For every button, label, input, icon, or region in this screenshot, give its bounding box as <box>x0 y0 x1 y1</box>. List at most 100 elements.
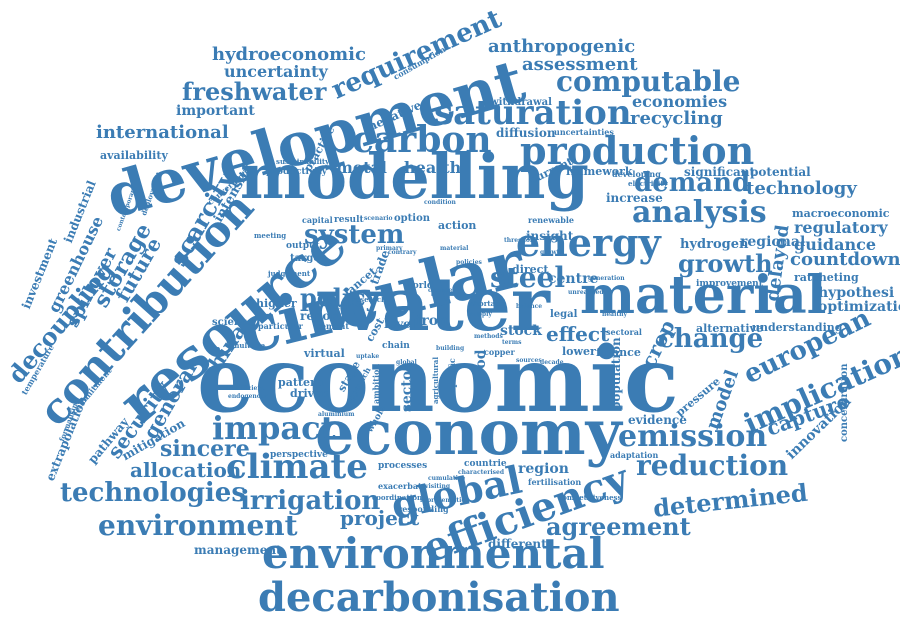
word-growth: growth <box>678 249 773 278</box>
word-decarbonisation: decarbonisation <box>258 574 620 621</box>
word-regional: regional <box>740 234 806 250</box>
word-coordination: coordination <box>372 493 423 502</box>
word-emission: emission <box>618 419 768 454</box>
word-macroeconomic: macroeconomic <box>792 207 890 220</box>
word-policies: policies <box>456 259 482 266</box>
word-pattern: pattern <box>278 376 324 389</box>
word-energy: energy <box>516 220 661 265</box>
word-change: change <box>658 324 764 354</box>
word-allocation: allocation <box>130 458 242 482</box>
word-fertilisation: fertilisation <box>528 477 582 487</box>
word-framework: framework <box>566 165 633 178</box>
word-direct: direct <box>512 263 549 276</box>
word-representation: representation <box>420 497 470 504</box>
word-multiple: multiple <box>232 341 266 350</box>
word-unrealised: unrealised <box>568 289 604 296</box>
word-material-small: material <box>440 245 469 252</box>
word-growth-small: growth <box>540 249 564 256</box>
word-uncertainties: uncertainties <box>554 127 614 137</box>
word-agricultural: agricultural <box>431 357 440 404</box>
word-important: important <box>176 103 255 119</box>
word-output: output <box>286 241 320 251</box>
word-insight: insight <box>526 229 574 243</box>
word-regulatory: regulatory <box>794 218 888 237</box>
word-project: project <box>340 506 420 530</box>
word-action: action <box>438 219 477 232</box>
word-perspective: perspective <box>270 450 328 460</box>
word-aluminium: aluminium <box>318 411 355 418</box>
word-threshold: threshold <box>504 237 537 244</box>
word-specific: specific <box>447 358 457 392</box>
word-shortage: shortage <box>470 299 505 308</box>
word-iron: iron <box>416 313 449 329</box>
word-hydrogen: hydrogen <box>680 237 749 252</box>
word-assessment: assessment <box>522 54 638 75</box>
word-higher: higher <box>256 297 297 310</box>
word-cement: cement <box>316 321 350 331</box>
word-diffusion: diffusion <box>496 126 556 140</box>
word-metal: metal <box>336 158 387 177</box>
word-modelling: modelling <box>240 140 589 213</box>
word-green: green <box>326 301 352 311</box>
word-lower: lower <box>562 345 596 358</box>
word-terms: terms <box>502 339 522 346</box>
word-evidence: evidence <box>628 413 687 427</box>
word-chain: chain <box>382 341 410 351</box>
word-freshwater: freshwater <box>182 77 327 106</box>
word-option: option <box>394 213 431 224</box>
word-saturation: saturation <box>434 93 632 133</box>
word-reduction: reduction <box>636 449 789 482</box>
word-environment: environment <box>98 509 298 542</box>
word-region: region <box>518 461 569 477</box>
word-different: different <box>488 537 547 551</box>
word-water: water <box>318 262 550 348</box>
word-material: material <box>580 265 827 326</box>
word-legal: legal <box>550 309 578 320</box>
word-virtual: virtual <box>304 347 345 360</box>
word-adaptation: adaptation <box>610 450 659 460</box>
word-availability: availability <box>100 149 168 162</box>
word-sectoral: sectoral <box>606 327 642 337</box>
word-revisiting: revisiting <box>418 483 451 490</box>
word-economy: economy <box>315 396 622 469</box>
word-economies: economies <box>632 92 728 111</box>
word-methods: methods <box>474 333 503 340</box>
word-sincere: sincere <box>160 436 250 462</box>
word-driven: driven <box>290 387 330 400</box>
word-sustainability: sustainability <box>276 157 330 166</box>
word-climate: climate <box>226 447 368 487</box>
word-building: building <box>436 345 465 352</box>
word-health: health <box>404 158 462 177</box>
word-environmental: environmental <box>262 529 605 578</box>
word-technologies: technologies <box>60 478 246 508</box>
word-analysis: analysis <box>632 195 767 230</box>
word-particular: particular <box>258 321 303 331</box>
word-carbon: carbon <box>352 119 492 161</box>
word-competitiveness: competitiveness <box>558 493 622 502</box>
word-insufficient: insufficient <box>226 385 265 392</box>
word-ratcheting: ratcheting <box>794 271 859 284</box>
word-understanding: understanding <box>752 321 843 334</box>
word-potential: potential <box>750 165 811 179</box>
word-responding: responding <box>398 504 449 514</box>
word-centre: centre <box>548 271 599 287</box>
word-significant: significant <box>684 165 756 179</box>
word-computable: computable <box>556 65 741 98</box>
word-policy: policy <box>300 283 380 312</box>
word-economic: economic <box>197 327 679 433</box>
word-irrigation: irrigation <box>240 486 381 516</box>
word-capital: capital <box>302 215 333 225</box>
word-characterised: characterised <box>458 469 505 476</box>
word-concentration: concentration <box>839 363 850 442</box>
word-meeting: meeting <box>254 231 287 240</box>
word-determined: determined <box>651 477 809 523</box>
word-stock: stock <box>500 323 542 339</box>
word-target: target <box>290 253 325 264</box>
word-production: production <box>520 128 755 173</box>
word-global-small: global <box>396 359 417 366</box>
word-ambition: ambition <box>371 363 381 404</box>
word-sources: sources <box>516 357 542 364</box>
word-world: world <box>405 281 434 291</box>
word-condition: condition <box>424 199 456 206</box>
